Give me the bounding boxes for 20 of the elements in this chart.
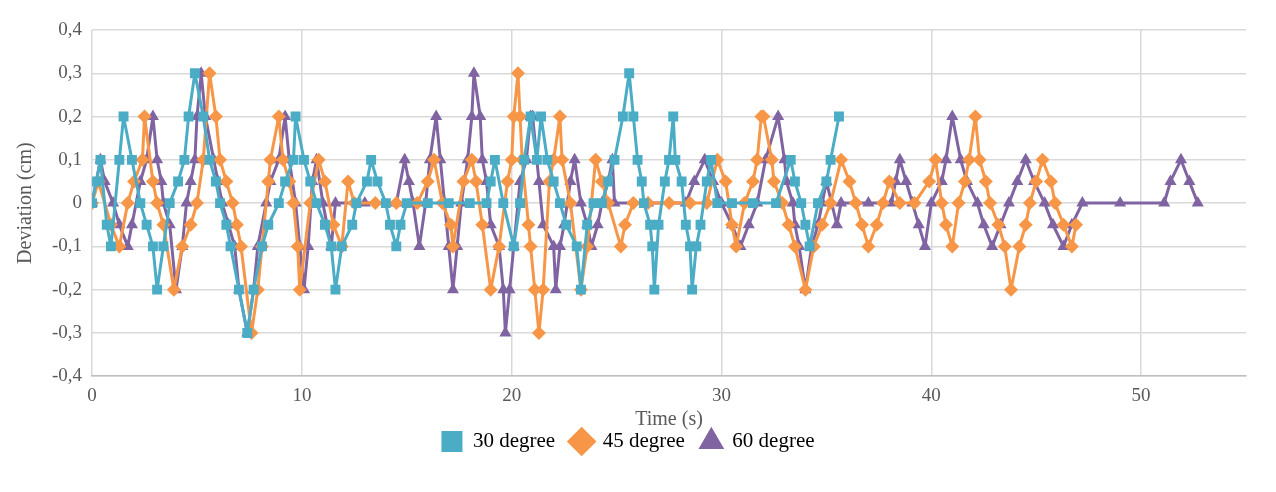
- y-tick-label: -0,4: [52, 364, 83, 386]
- x-tick-label: 30: [711, 383, 731, 405]
- x-tick-label: 20: [502, 383, 522, 405]
- legend-label: 30 degree: [472, 428, 556, 453]
- x-tick-label: 10: [292, 383, 312, 405]
- x-tick-label: 40: [921, 383, 941, 405]
- y-tick-label: 0: [72, 191, 83, 213]
- legend-label: 45 degree: [602, 428, 685, 453]
- y-tick-label: -0,1: [52, 234, 83, 256]
- y-axis-title: Deviation (cm): [13, 142, 37, 264]
- x-tick-label: 0: [87, 383, 97, 405]
- y-tick-label: 0,1: [58, 147, 83, 169]
- x-tick-label: 50: [1131, 383, 1151, 405]
- legend-label: 60 degree: [732, 428, 815, 453]
- y-tick-label: 0,3: [58, 61, 83, 83]
- y-tick-label: 0,4: [58, 17, 83, 39]
- y-tick-label: 0,2: [58, 104, 83, 126]
- y-tick-label: -0,2: [52, 277, 83, 299]
- x-axis-title: Time (s): [635, 407, 703, 431]
- y-tick-label: -0,3: [52, 320, 83, 342]
